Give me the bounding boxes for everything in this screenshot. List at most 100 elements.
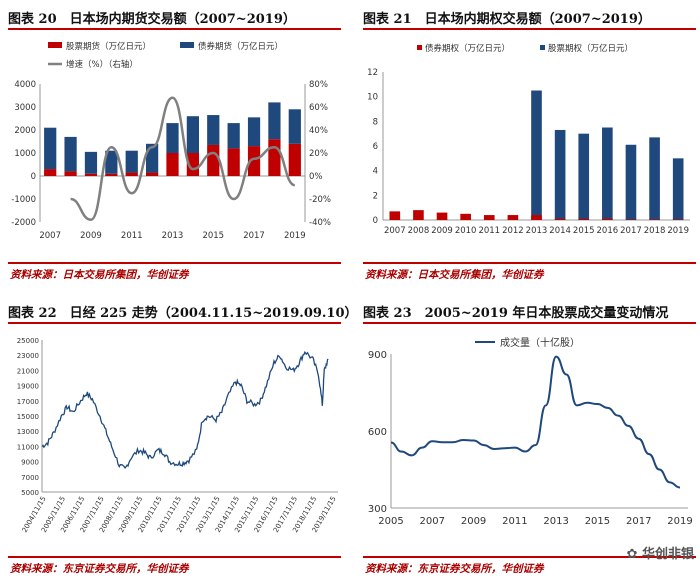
wechat-icon: ✿: [626, 547, 642, 562]
bar-stock-futures: [186, 153, 199, 176]
growth-line: [70, 96, 296, 221]
bar-stock-options: [649, 137, 660, 220]
y-tick-label: 25000: [17, 337, 39, 345]
bar-bond-options: [554, 218, 566, 220]
x-tick-label: 2014: [549, 226, 571, 236]
y-tick-label: 2: [373, 191, 378, 201]
y-tick-label: 6: [373, 142, 378, 152]
y2-tick-label: 40%: [309, 126, 328, 136]
nikkei-225-line: [41, 350, 329, 470]
bar-bond-futures: [166, 123, 179, 153]
y2-tick-label: -40%: [309, 218, 331, 228]
y-tick-label: 2000: [14, 126, 36, 136]
legend-swatch-bond-options: [417, 45, 422, 50]
x-tick-label: 2005: [378, 516, 403, 527]
bar-stock-futures: [105, 173, 118, 176]
y2-tick-label: 60%: [309, 103, 328, 113]
bar-bond-options: [649, 219, 660, 220]
y2-tick-label: 0%: [309, 172, 323, 182]
bar-bond-futures: [186, 116, 199, 153]
title-rule: [363, 28, 696, 30]
watermark: ✿ 华创非银: [627, 543, 694, 562]
bar-stock-futures: [227, 148, 240, 176]
y-tick-label: 21000: [17, 367, 39, 375]
figure-22-source: 资料来源：东京证券交易所，华创证券: [10, 563, 189, 575]
legend-label-stock-futures: 股票期货（万亿日元）: [66, 41, 151, 52]
bar-bond-futures: [105, 150, 118, 174]
bar-stock-futures: [268, 139, 281, 176]
x-tick-label: 2015: [202, 231, 224, 241]
watermark-text: 华创非银: [641, 547, 694, 562]
bar-bond-futures: [146, 143, 159, 173]
x-tick-label: 2013: [543, 516, 568, 527]
bar-bond-futures: [125, 150, 138, 173]
y-tick-label: -1000: [11, 195, 36, 205]
bar-bond-options: [436, 212, 448, 220]
x-tick-label: 2015: [573, 226, 595, 236]
legend-swatch-stock-futures: [48, 42, 62, 48]
y-tick-label: 23000: [17, 352, 39, 360]
x-tick-label: 2018: [644, 226, 666, 236]
x-tick-label: 2019: [667, 226, 689, 236]
x-tick-label: 2011: [502, 516, 527, 527]
x-tick-label: 2012: [502, 226, 524, 236]
bar-bond-futures: [84, 151, 98, 174]
bar-stock-futures: [166, 153, 179, 176]
bar-stock-futures: [207, 144, 220, 176]
source-rule: [8, 262, 341, 264]
legend-label-stock-options: 股票期权（万亿日元）: [548, 43, 633, 54]
x-tick-label: 2009: [461, 516, 486, 527]
figure-22-title: 图表 22 日经 225 走势（2004.11.15~2019.09.10）: [8, 306, 358, 321]
y-tick-label: 15000: [17, 413, 39, 421]
y-tick-label: 4: [373, 167, 378, 177]
y-tick-label: 10: [367, 93, 378, 103]
figure-22-panel: 图表 22 日经 225 走势（2004.11.15~2019.09.10） 2…: [0, 294, 358, 584]
x-tick-label: 2011: [478, 226, 500, 236]
title-rule: [8, 28, 341, 30]
x-tick-label: 2013: [526, 226, 548, 236]
bar-stock-options: [672, 158, 684, 220]
x-tick-label: 2013: [162, 231, 184, 241]
x-tick-label: 2017: [620, 226, 642, 236]
bar-bond-options: [460, 213, 471, 220]
y-tick-label: 600: [368, 427, 387, 438]
figure-20-title: 图表 20 日本场内期货交易额（2007~2019）: [8, 12, 296, 27]
y-tick-label: -2000: [11, 218, 36, 228]
bar-bond-options: [413, 210, 424, 220]
figure-21-title: 图表 21 日本场内期权交易额（2007~2019）: [363, 12, 651, 27]
figure-23-title: 图表 23 2005~2019 年日本股票成交量变动情况: [363, 306, 669, 321]
legend-label-bond-options: 债券期权（万亿日元）: [425, 43, 510, 54]
bar-bond-futures: [44, 127, 57, 170]
y-tick-label: 12: [367, 68, 378, 78]
bar-stock-options: [531, 90, 542, 220]
bar-bond-options: [507, 215, 519, 220]
figure-21-panel: 图表 21 日本场内期权交易额（2007~2019） 债券期权（万亿日元） 股票期…: [355, 0, 700, 290]
bar-stock-futures: [84, 173, 98, 176]
x-tick-label: 2007: [420, 516, 445, 527]
y-tick-label: 0: [373, 216, 378, 226]
bar-stock-futures: [64, 171, 77, 176]
figure-23-source: 资料来源：东京证券交易所，华创证券: [365, 563, 544, 575]
bar-stock-futures: [125, 172, 138, 176]
bar-bond-options: [389, 211, 401, 220]
bar-bond-futures: [227, 123, 240, 149]
source-rule: [363, 262, 696, 264]
bar-bond-futures: [268, 102, 281, 140]
bar-bond-options: [602, 218, 613, 220]
x-tick-label: 2015: [585, 516, 610, 527]
bar-bond-options: [531, 215, 542, 220]
volume-line: [390, 355, 681, 489]
figure-20-panel: 图表 20 日本场内期货交易额（2007~2019） 股票期货（万亿日元） 债券期…: [0, 0, 345, 290]
bar-stock-futures: [44, 169, 57, 176]
figure-23-panel: 图表 23 2005~2019 年日本股票成交量变动情况 900 600 300 20…: [355, 294, 700, 584]
bar-bond-options: [578, 218, 590, 220]
y-tick-label: 3000: [14, 103, 36, 113]
x-tick-label: 2017: [243, 231, 265, 241]
bar-bond-futures: [207, 115, 220, 145]
legend-swatch-stock-options: [540, 45, 545, 50]
bar-stock-futures: [288, 143, 301, 176]
x-tick-label: 2011: [121, 231, 143, 241]
bar-bond-options: [625, 219, 637, 220]
figure-20-chart: 股票期货（万亿日元） 债券期货（万亿日元） 增速（%）（右轴） 4000 3000 200…: [11, 41, 331, 241]
bar-stock-futures: [247, 146, 261, 176]
